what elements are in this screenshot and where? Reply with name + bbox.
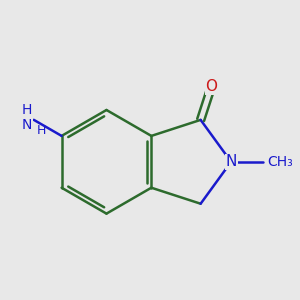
Text: H: H (37, 124, 46, 137)
Text: CH₃: CH₃ (267, 155, 292, 169)
Text: H
N: H N (22, 103, 32, 132)
Text: N: N (225, 154, 237, 169)
Text: O: O (206, 79, 218, 94)
